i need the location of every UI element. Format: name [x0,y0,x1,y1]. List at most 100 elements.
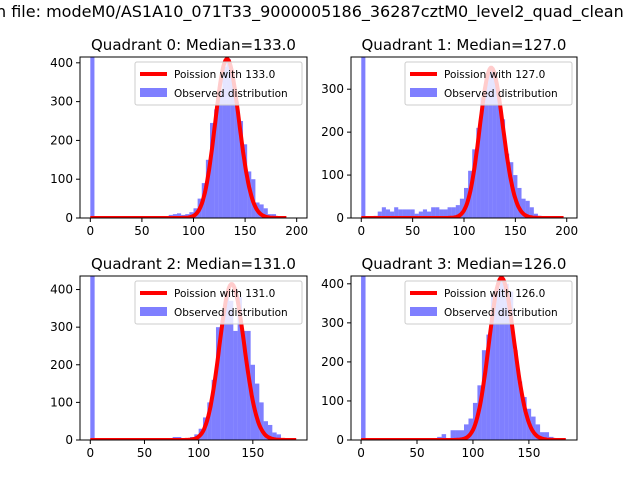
histogram-bar [234,101,239,218]
histogram-bar [495,287,500,440]
histogram-bar [480,97,485,218]
x-tick-label: 50 [137,446,152,460]
x-tick-label: 50 [134,224,149,238]
legend-frame [404,280,573,325]
histogram-bar [481,350,487,440]
legend-curve-label: Poission with 127.0 [444,69,545,81]
histogram-bar [406,209,411,218]
histogram-bar [505,153,510,218]
histogram-bar [540,432,545,440]
histogram-bar [517,381,523,440]
legend-frame [404,61,573,106]
x-tick-label: 200 [555,224,578,238]
histogram-bar [205,159,211,218]
histogram-bar [228,300,234,440]
histogram-bar [410,209,415,218]
histogram-bar [500,119,506,218]
x-tick-label: 0 [86,224,94,238]
histogram-bar [207,402,212,440]
legend-curve-label: Poission with 131.0 [174,288,275,300]
histogram-bar [259,402,264,440]
legend-bars-label: Observed distribution [174,88,288,100]
legend-bars-label: Observed distribution [174,307,288,319]
histogram-bar [210,122,215,218]
subplot-title: Quadrant 2: Median=131.0 [91,255,296,273]
subplot-title: Quadrant 0: Median=133.0 [91,36,296,54]
histogram-bar [544,432,550,440]
histogram-bar [439,209,444,218]
histogram-bar [226,58,231,218]
y-tick-label: 200 [50,133,73,147]
histogram-bar [243,144,248,218]
histogram-bar [488,67,493,218]
histogram-bar [214,109,219,218]
histogram-bar [263,421,268,440]
histogram-bar [402,209,407,218]
plot-area [89,57,288,218]
histogram-bar [459,198,464,218]
y-tick-label: 0 [336,433,344,447]
y-tick-label: 100 [50,172,73,186]
histogram-bar [224,293,229,440]
histogram-bar [455,430,460,440]
x-tick-label: 100 [182,224,205,238]
histogram-bar [418,211,423,218]
histogram-bar [381,207,386,218]
x-tick-label: 150 [241,446,264,460]
legend: Poission with 126.0 Observed distribution [404,280,573,325]
histogram-bar [521,198,526,218]
histogram-bar [486,334,491,440]
x-tick-label: 100 [453,224,476,238]
legend-bars-label: Observed distribution [444,88,558,100]
histogram-bar [513,350,518,440]
histogram-bar [414,213,419,218]
y-tick-label: 0 [65,433,73,447]
histogram-bar [435,207,440,218]
histogram-bar [385,209,391,218]
x-tick-label: 200 [285,224,308,238]
plot-area [89,276,298,440]
histogram-bar [241,330,247,440]
x-tick-label: 50 [405,224,420,238]
subplot-title: Quadrant 3: Median=126.0 [362,255,567,273]
histogram-bar [451,207,456,218]
histogram-bar [211,379,216,440]
y-tick-label: 400 [50,283,73,297]
legend-frame [134,61,303,106]
y-tick-label: 300 [50,320,73,334]
x-tick-label: 150 [504,224,527,238]
y-tick-label: 0 [65,211,73,225]
figure-suptitle: n file: modeM0/AS1A10_071T33_9000005186_… [0,2,624,21]
y-tick-label: 100 [321,394,344,408]
histogram-bar [390,211,395,218]
axes-frame [350,275,578,441]
histogram-bar [398,209,403,218]
y-tick-label: 100 [50,395,73,409]
histogram-bar [447,207,452,218]
x-tick-label: 100 [461,446,484,460]
y-tick-label: 200 [50,358,73,372]
histogram-bar [394,207,399,218]
histogram-bar [220,319,225,440]
y-tick-label: 300 [50,95,73,109]
histogram-bar [455,205,460,218]
x-tick-label: 150 [517,446,540,460]
histogram-bar [422,209,428,218]
histogram-bar [535,424,541,440]
y-tick-label: 400 [50,56,73,70]
histogram-bar [459,430,464,440]
legend-curve-label: Poission with 133.0 [174,69,275,81]
histogram-bar [450,430,456,440]
y-tick-label: 200 [321,355,344,369]
histogram-bar [276,434,281,440]
x-tick-label: 150 [234,224,257,238]
histogram-bar [237,297,242,440]
y-tick-label: 100 [321,168,344,182]
histogram-bar [468,418,473,440]
histogram-bar [238,121,244,218]
legend-curve-label: Poission with 126.0 [444,288,545,300]
histogram-bar [464,424,469,440]
subplot-title: Quadrant 1: Median=127.0 [362,36,567,54]
histogram-bar [176,213,182,218]
histogram-bar [361,57,366,218]
